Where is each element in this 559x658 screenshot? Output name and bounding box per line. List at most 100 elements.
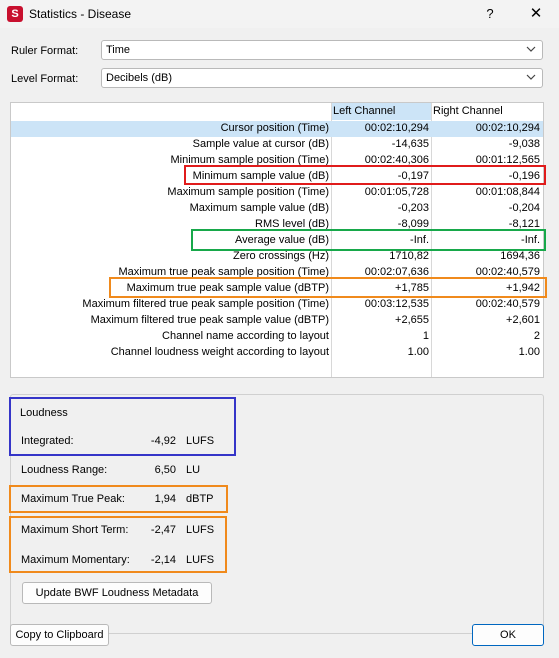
- left-value: -0,203: [397, 202, 429, 214]
- left-value: -8,099: [397, 218, 429, 230]
- table-row[interactable]: Maximum true peak sample position (Time)…: [11, 265, 543, 281]
- short-term-label: Maximum Short Term:: [21, 524, 129, 536]
- short-term-unit: LUFS: [186, 524, 215, 536]
- left-value: 00:02:07,636: [364, 266, 429, 278]
- row-label: Maximum sample value (dB): [189, 202, 329, 214]
- left-value: +1,785: [395, 282, 429, 294]
- left-value: 00:01:05,728: [364, 186, 429, 198]
- integrated-label: Integrated:: [21, 435, 74, 447]
- table-row[interactable]: Maximum filtered true peak sample positi…: [11, 297, 543, 313]
- orange-highlight-box: [9, 516, 227, 573]
- row-label: Minimum sample position (Time): [170, 154, 329, 166]
- title-bar: S Statistics - Disease ? ✕: [0, 0, 559, 28]
- right-value: 00:01:08,844: [475, 186, 540, 198]
- integrated-unit: LUFS: [186, 435, 215, 447]
- right-value: -0,204: [508, 202, 540, 214]
- table-row[interactable]: Maximum filtered true peak sample value …: [11, 313, 543, 329]
- integrated-value: -4,92: [150, 435, 176, 447]
- right-value: 00:01:12,565: [475, 154, 540, 166]
- table-row[interactable]: Maximum sample value (dB) -0,203 -0,204: [11, 201, 543, 217]
- table-row[interactable]: RMS level (dB) -8,099 -8,121: [11, 217, 543, 233]
- true-peak-value: 1,94: [154, 493, 176, 505]
- loudness-group: [10, 394, 544, 634]
- row-label: Maximum sample position (Time): [167, 186, 329, 198]
- table-row[interactable]: Maximum sample position (Time) 00:01:05,7…: [11, 185, 543, 201]
- header-left-channel[interactable]: Left Channel: [331, 103, 431, 120]
- ruler-format-dropdown[interactable]: Time: [101, 40, 543, 60]
- copy-to-clipboard-button[interactable]: Copy to Clipboard: [10, 624, 109, 646]
- table-row[interactable]: Channel name according to layout 1 2: [11, 329, 543, 345]
- momentary-unit: LUFS: [186, 554, 215, 566]
- table-row[interactable]: Average value (dB) -Inf. -Inf.: [11, 233, 543, 249]
- chevron-down-icon: [526, 74, 536, 80]
- ok-button[interactable]: OK: [472, 624, 544, 646]
- row-label: Channel loudness weight according to lay…: [110, 346, 329, 358]
- loudness-range-value: 6,50: [154, 464, 176, 476]
- column-divider: [431, 103, 432, 377]
- ruler-format-value: Time: [106, 44, 131, 56]
- table-row[interactable]: Maximum true peak sample value (dBTP) +1,…: [11, 281, 543, 297]
- table-row[interactable]: Channel loudness weight according to lay…: [11, 345, 543, 361]
- short-term-value: -2,47: [150, 524, 176, 536]
- right-value: 1.00: [518, 346, 540, 358]
- row-label: RMS level (dB): [255, 218, 329, 230]
- orange-highlight-box: [109, 277, 547, 298]
- row-label: Maximum true peak sample position (Time): [118, 266, 330, 278]
- table-row[interactable]: Zero crossings (Hz) 1710,82 1694,36: [11, 249, 543, 265]
- row-label: Average value (dB): [235, 234, 329, 246]
- left-value: 00:02:40,306: [364, 154, 429, 166]
- loudness-range-label: Loudness Range:: [21, 464, 108, 476]
- momentary-value: -2,14: [150, 554, 176, 566]
- right-value: -8,121: [508, 218, 540, 230]
- true-peak-label: Maximum True Peak:: [21, 493, 125, 505]
- left-value: 00:02:10,294: [364, 122, 429, 134]
- table-row[interactable]: Minimum sample position (Time) 00:02:40,3…: [11, 153, 543, 169]
- momentary-label: Maximum Momentary:: [21, 554, 130, 566]
- right-value: +2,601: [506, 314, 540, 326]
- update-bwf-metadata-button[interactable]: Update BWF Loudness Metadata: [22, 582, 212, 604]
- row-label: Zero crossings (Hz): [233, 250, 329, 262]
- left-value: 00:03:12,535: [364, 298, 429, 310]
- left-value: +2,655: [395, 314, 429, 326]
- blue-highlight-box: [9, 397, 236, 456]
- row-label: Cursor position (Time): [220, 122, 329, 134]
- green-highlight-box: [191, 229, 546, 251]
- statistics-table[interactable]: Left Channel Right Channel Cursor positi…: [10, 102, 544, 378]
- left-value: -Inf.: [410, 234, 429, 246]
- level-format-label: Level Format:: [11, 73, 79, 85]
- app-logo-icon: S: [7, 6, 23, 22]
- right-value: -Inf.: [521, 234, 540, 246]
- table-row[interactable]: Sample value at cursor (dB) -14,635 -9,038: [11, 137, 543, 153]
- loudness-range-unit: LU: [186, 464, 201, 476]
- loudness-title: Loudness: [20, 407, 68, 419]
- right-value: 2: [533, 330, 540, 342]
- level-format-value: Decibels (dB): [106, 72, 173, 84]
- window-title: Statistics - Disease: [29, 7, 132, 21]
- left-value: 1.00: [407, 346, 429, 358]
- row-label: Maximum filtered true peak sample positi…: [82, 298, 329, 310]
- close-button[interactable]: ✕: [529, 5, 543, 22]
- row-label: Channel name according to layout: [162, 330, 329, 342]
- level-format-dropdown[interactable]: Decibels (dB): [101, 68, 543, 88]
- row-label: Maximum filtered true peak sample value …: [90, 314, 329, 326]
- left-value: 1: [422, 330, 429, 342]
- chevron-down-icon: [526, 46, 536, 52]
- red-highlight-box: [184, 165, 546, 185]
- right-value: 00:02:40,579: [475, 266, 540, 278]
- help-button[interactable]: ?: [486, 6, 494, 21]
- table-row[interactable]: Cursor position (Time) 00:02:10,294 00:02:…: [11, 121, 543, 137]
- true-peak-unit: dBTP: [186, 493, 214, 505]
- table-row[interactable]: Minimum sample value (dB) -0,197 -0,196: [11, 169, 543, 185]
- right-value: -0,196: [508, 170, 540, 182]
- ruler-format-label: Ruler Format:: [11, 45, 79, 57]
- row-label: Sample value at cursor (dB): [192, 138, 329, 150]
- right-value: 00:02:10,294: [475, 122, 540, 134]
- right-value: -9,038: [508, 138, 540, 150]
- left-value: -0,197: [397, 170, 429, 182]
- header-right-channel[interactable]: Right Channel: [433, 105, 503, 117]
- orange-highlight-box: [9, 485, 228, 513]
- right-value: 1694,36: [500, 250, 540, 262]
- right-value: +1,942: [506, 282, 540, 294]
- column-divider: [331, 103, 332, 377]
- row-label: Minimum sample value (dB): [192, 170, 329, 182]
